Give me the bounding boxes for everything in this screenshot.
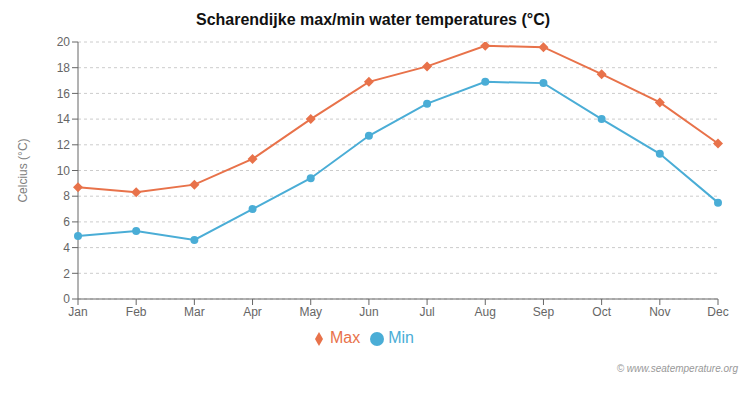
svg-text:10: 10 — [57, 164, 71, 178]
svg-text:Dec: Dec — [707, 305, 728, 319]
svg-text:May: May — [299, 305, 322, 319]
svg-text:16: 16 — [57, 87, 71, 101]
svg-text:Jul: Jul — [419, 305, 434, 319]
svg-text:6: 6 — [63, 215, 70, 229]
svg-text:0: 0 — [63, 292, 70, 306]
svg-text:14: 14 — [57, 112, 71, 126]
html-text:Max: Max — [330, 329, 361, 346]
html-text:© www.seatemperature.org: © www.seatemperature.org — [616, 363, 738, 374]
svg-text:Oct: Oct — [592, 305, 611, 319]
svg-text:20: 20 — [57, 35, 71, 49]
svg-text:18: 18 — [57, 61, 71, 75]
svg-text:12: 12 — [57, 138, 71, 152]
svg-text:Jun: Jun — [359, 305, 378, 319]
svg-text:8: 8 — [63, 189, 70, 203]
svg-text:Jan: Jan — [68, 305, 87, 319]
svg-text:Feb: Feb — [126, 305, 147, 319]
svg-text:Aug: Aug — [475, 305, 496, 319]
svg-text:Nov: Nov — [649, 305, 670, 319]
svg-text:Sep: Sep — [533, 305, 555, 319]
svg-text:Celcius (°C): Celcius (°C) — [16, 138, 30, 202]
svg-text:Mar: Mar — [184, 305, 205, 319]
svg-text:4: 4 — [63, 241, 70, 255]
html-text:Min: Min — [388, 329, 414, 346]
svg-text:2: 2 — [63, 267, 70, 281]
html-text:Scharendijke max/min water tem: Scharendijke max/min water temperatures … — [196, 11, 550, 28]
svg-text:Apr: Apr — [243, 305, 262, 319]
